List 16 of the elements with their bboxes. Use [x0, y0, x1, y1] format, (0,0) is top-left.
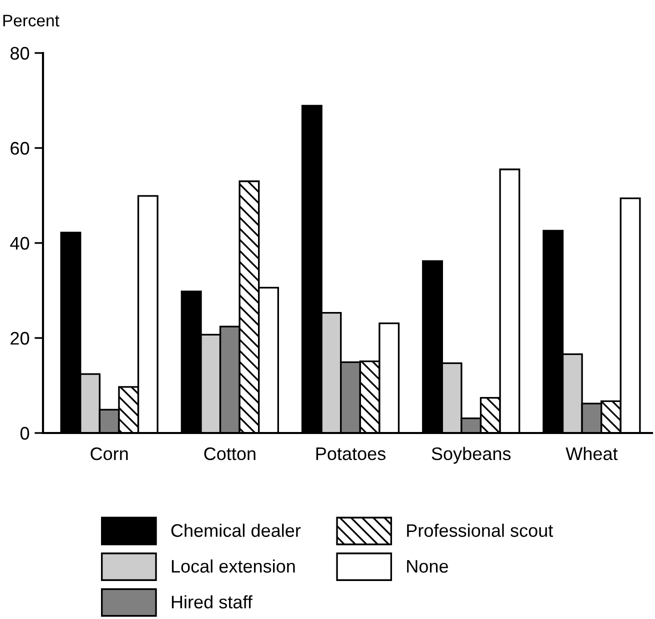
y-tick-label: 40 — [10, 236, 30, 250]
x-tick-label: Wheat — [566, 446, 618, 460]
legend-label: None — [407, 560, 448, 573]
legend-label: Chemical dealer — [171, 524, 301, 537]
x-tick-label: Corn — [90, 447, 128, 460]
x-tick-label: Soybeans — [432, 446, 511, 464]
y-tick-label: 20 — [10, 332, 30, 345]
legend-label: Professional scout — [407, 524, 554, 537]
y-axis-title: Percent — [3, 14, 60, 26]
legend-label: Local extension — [172, 559, 295, 573]
y-tick-label: 80 — [10, 46, 30, 60]
y-tick-label: 60 — [10, 142, 30, 155]
x-tick-label: Cotton — [204, 447, 256, 460]
x-tick-label: Potatoes — [316, 448, 386, 460]
y-tick-label: 0 — [20, 426, 30, 440]
legend-label: Hired staff — [172, 595, 252, 608]
